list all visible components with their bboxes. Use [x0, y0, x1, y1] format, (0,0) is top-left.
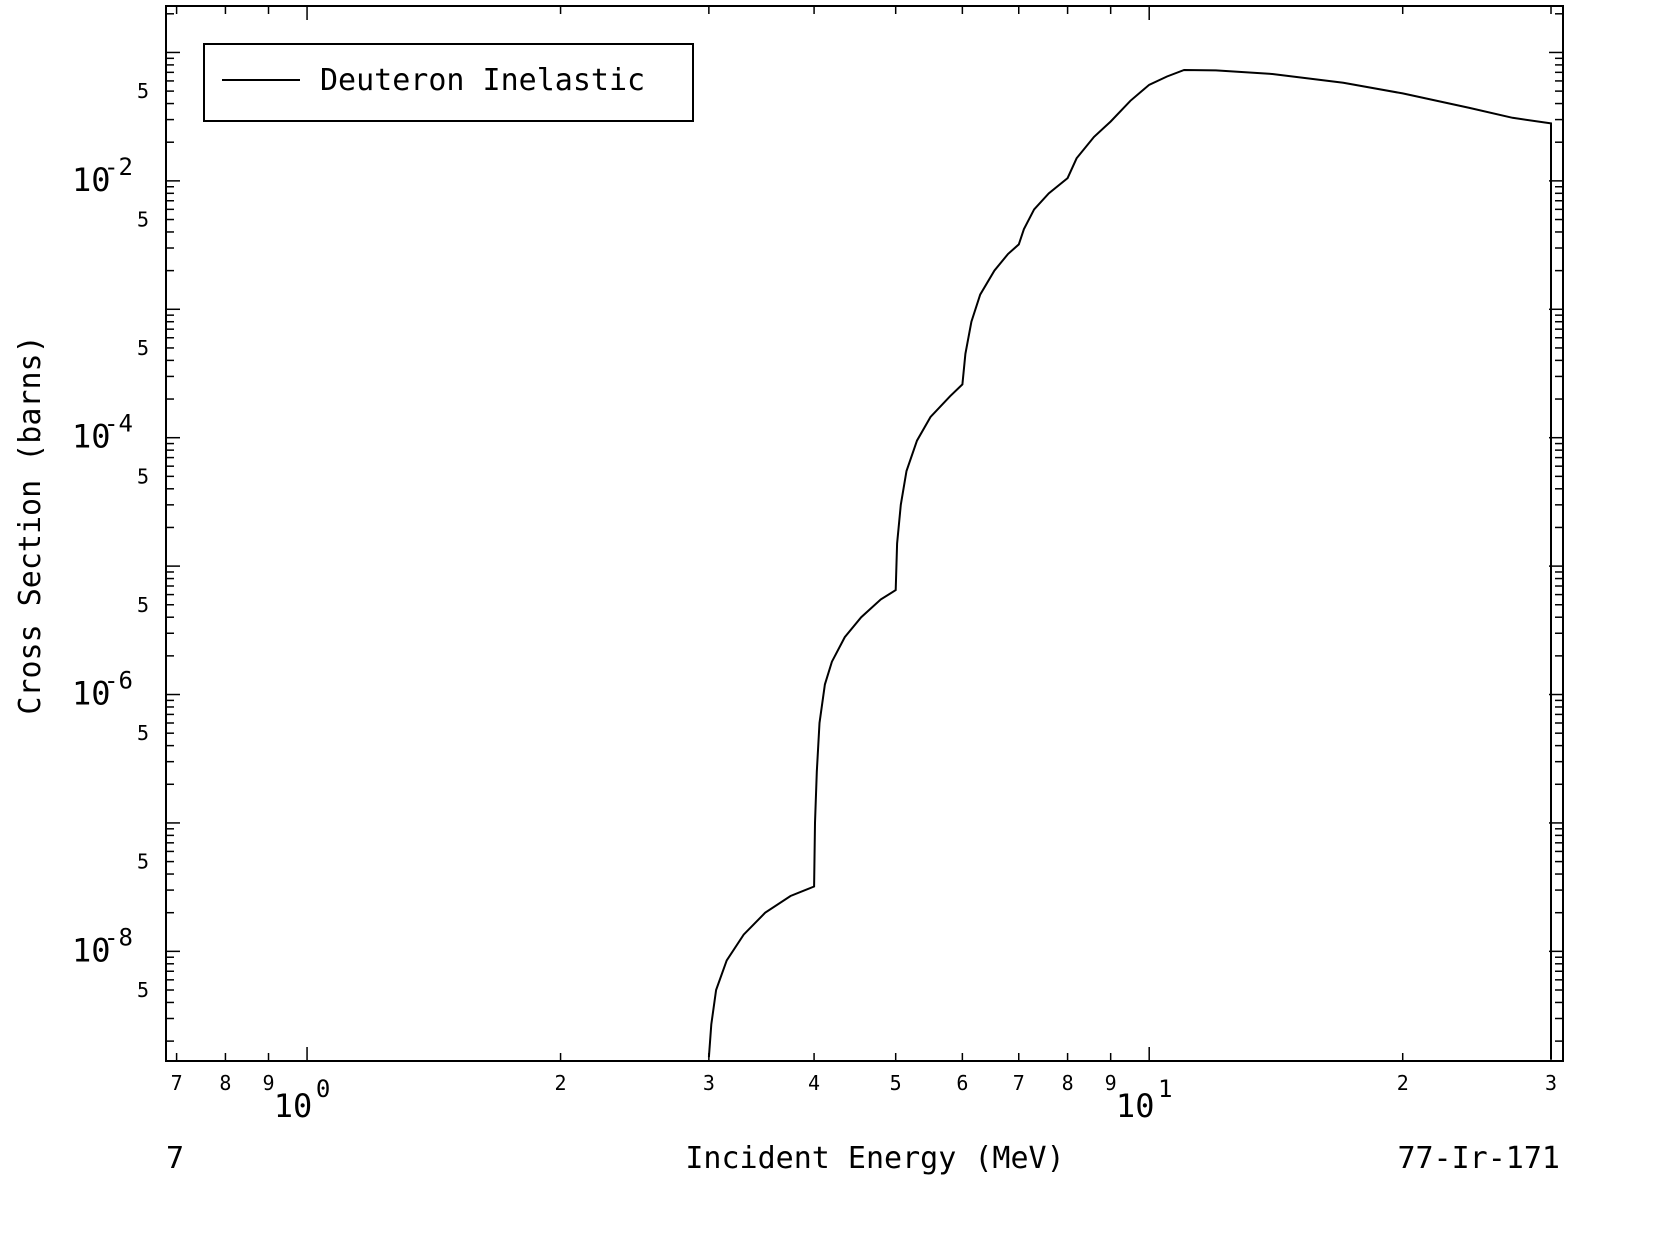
x-tick-label: 10	[274, 1087, 313, 1125]
corner-left-label: 7	[166, 1141, 184, 1176]
x-tick-label: 8	[1062, 1071, 1074, 1095]
x-tick-label: 8	[219, 1071, 231, 1095]
y-tick-label: 10	[72, 675, 111, 713]
y-tick-label: 10	[72, 418, 111, 456]
x-tick-label: 2	[1397, 1071, 1409, 1095]
y-tick-exponent: -4	[104, 410, 133, 438]
x-tick-label: 7	[1013, 1071, 1025, 1095]
y-tick-label: 5	[137, 850, 149, 874]
x-tick-label: 6	[956, 1071, 968, 1095]
y-tick-exponent: -2	[104, 153, 133, 181]
x-tick-label: 7	[171, 1071, 183, 1095]
x-tick-label: 2	[555, 1071, 567, 1095]
y-tick-label: 5	[137, 978, 149, 1002]
y-tick-label: 5	[137, 721, 149, 745]
y-tick-exponent: -8	[104, 923, 133, 951]
y-tick-label: 5	[137, 464, 149, 488]
x-tick-label: 4	[808, 1071, 820, 1095]
x-tick-label: 5	[890, 1071, 902, 1095]
series-line-deuteron-inelastic	[707, 68, 1552, 1059]
x-axis-title: Incident Energy (MeV)	[685, 1141, 1064, 1176]
x-tick-exponent: 0	[316, 1075, 330, 1103]
y-tick-label: 10	[72, 931, 111, 969]
corner-right-label: 77-Ir-171	[1397, 1141, 1560, 1176]
y-tick-label: 5	[137, 593, 149, 617]
x-tick-label: 3	[703, 1071, 715, 1095]
legend-box	[203, 43, 694, 122]
x-tick-label: 9	[1105, 1071, 1117, 1095]
x-tick-label: 10	[1116, 1087, 1155, 1125]
y-axis-title: Cross Section (barns)	[13, 335, 48, 714]
legend: Deuteron Inelastic	[203, 43, 694, 122]
y-tick-label: 5	[137, 336, 149, 360]
y-tick-label: 10	[72, 161, 111, 199]
x-tick-exponent: 1	[1158, 1075, 1172, 1103]
y-tick-exponent: -6	[104, 667, 133, 695]
plot-frame	[165, 5, 1564, 1062]
x-tick-label: 9	[262, 1071, 274, 1095]
tick-labels: 7 8 910 0 2 3 4 5 6 7 8 910 1 2 3510-25510-45510-65510…	[72, 79, 1557, 1125]
legend-label: Deuteron Inelastic	[320, 63, 645, 98]
y-tick-label: 5	[137, 79, 149, 103]
x-tick-label: 3	[1545, 1071, 1557, 1095]
axis-ticks	[166, 6, 1563, 1061]
y-tick-label: 5	[137, 208, 149, 232]
